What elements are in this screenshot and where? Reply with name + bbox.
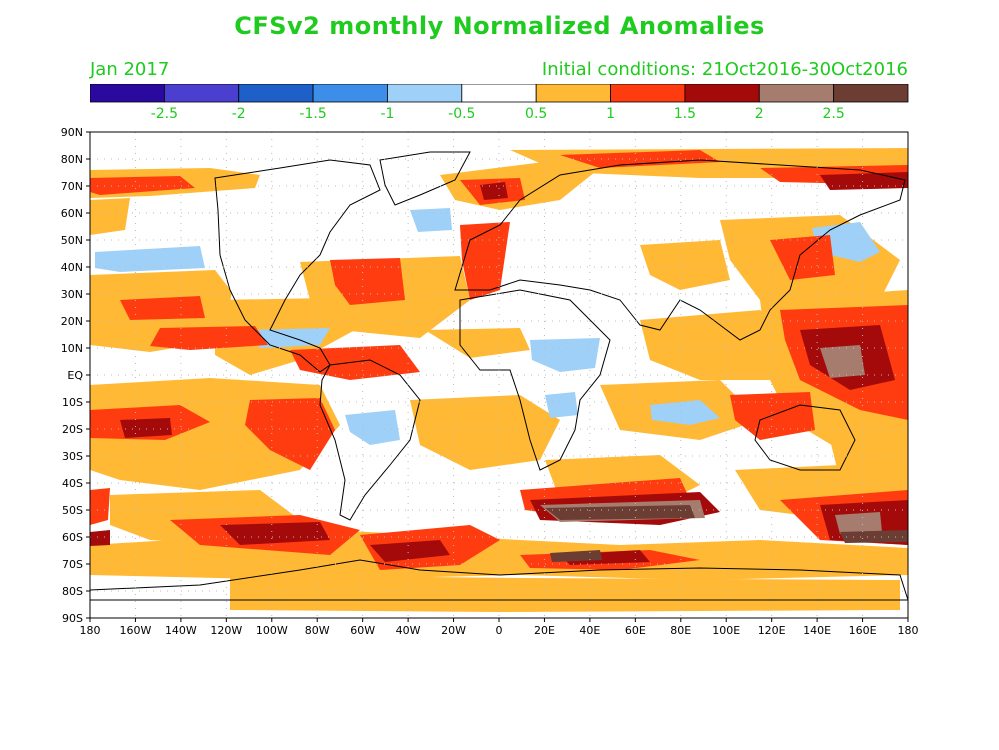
colorbar-label: 1 [606, 106, 615, 122]
initial-conditions: Initial conditions: 21Oct2016-30Oct2016 [541, 59, 908, 80]
latitude-axis: 90N 80N 70N 60N 50N 40N 30N 20N 10N EQ 10S 20S 30S 40… [61, 126, 90, 625]
forecast-month: Jan 2017 [90, 59, 170, 80]
lon-label: 100W [256, 624, 288, 637]
lat-label: 90N [61, 126, 83, 139]
lat-label: 60N [61, 207, 83, 220]
lon-label: 0 [496, 624, 503, 637]
lat-label: 50S [62, 504, 83, 517]
lon-label: 40W [396, 624, 421, 637]
lat-label: 30S [62, 450, 83, 463]
lat-label: 90S [62, 612, 83, 625]
lon-label: 20E [534, 624, 555, 637]
lon-label: 40E [579, 624, 600, 637]
colorbar-swatch [833, 84, 909, 103]
lat-label: 20S [62, 423, 83, 436]
chart-title: CFSv2 monthly Normalized Anomalies [234, 12, 765, 40]
lat-label: 40N [61, 261, 83, 274]
lat-label: 70N [61, 180, 83, 193]
lat-label: 50N [61, 234, 83, 247]
lon-label: 140W [165, 624, 197, 637]
colorbar-label: -1.5 [299, 106, 326, 122]
lon-label: 120W [210, 624, 242, 637]
lat-label: 80S [62, 585, 83, 598]
lat-label: 80N [61, 153, 83, 166]
lon-label: 180 [80, 624, 101, 637]
lon-label: 80E [670, 624, 691, 637]
colorbar-label: -2 [232, 106, 246, 122]
lon-label: 120E [758, 624, 786, 637]
lat-label: 60S [62, 531, 83, 544]
lon-label: 160E [849, 624, 877, 637]
lon-label: 160W [120, 624, 152, 637]
colorbar-label: -0.5 [448, 106, 475, 122]
lat-label: 10N [61, 342, 83, 355]
longitude-axis: 180 160W 140W 120W 100W 80W 60W 40W 20W 0 20E 40E 60… [80, 618, 919, 637]
lon-label: 60E [625, 624, 646, 637]
colorbar-label: -2.5 [151, 106, 178, 122]
colorbar-legend: -2.5 -2 -1.5 -1 -0.5 0.5 1 1.5 2 2.5 [90, 84, 909, 122]
lon-label: 180 [898, 624, 919, 637]
lat-label: EQ [67, 369, 83, 382]
anomaly-field [90, 132, 908, 618]
lon-label: 100E [712, 624, 740, 637]
coastlines [90, 151, 908, 601]
lon-label: 140E [803, 624, 831, 637]
colorbar-label: 2 [755, 106, 764, 122]
colorbar-label: -1 [380, 106, 394, 122]
lat-label: 70S [62, 558, 83, 571]
colorbar-label: 1.5 [674, 106, 696, 122]
lat-label: 40S [62, 477, 83, 490]
lon-label: 20W [441, 624, 466, 637]
lon-label: 80W [305, 624, 330, 637]
lat-label: 10S [62, 396, 83, 409]
lat-label: 30N [61, 288, 83, 301]
colorbar-label: 2.5 [823, 106, 845, 122]
colorbar-label: 0.5 [525, 106, 547, 122]
lat-label: 20N [61, 315, 83, 328]
lon-label: 60W [350, 624, 375, 637]
